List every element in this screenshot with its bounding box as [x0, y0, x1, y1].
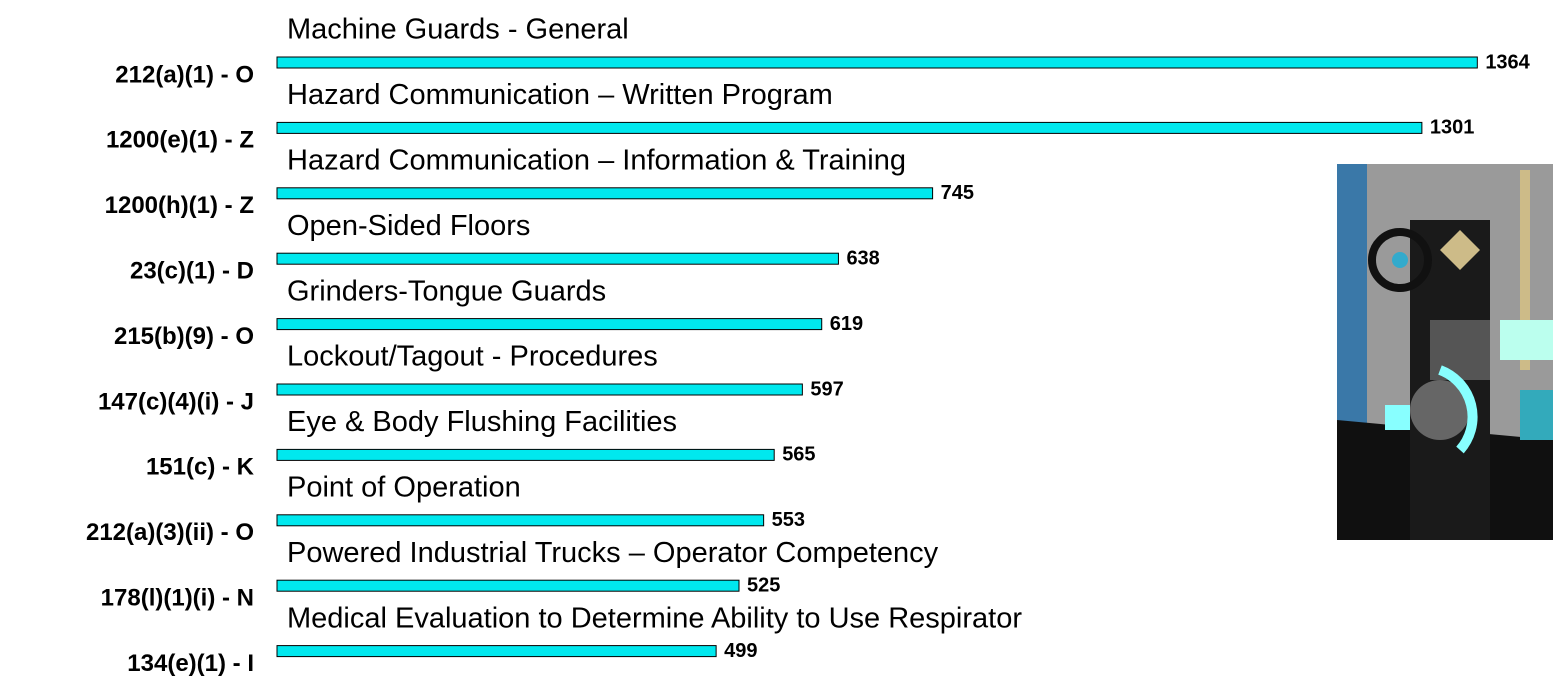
bar-description: Grinders-Tongue Guards — [287, 275, 606, 307]
category-label: 151(c) - K — [146, 454, 255, 481]
value-label: 499 — [724, 640, 757, 662]
bar-description: Medical Evaluation to Determine Ability … — [287, 602, 1022, 634]
category-label: 1200(e)(1) - Z — [106, 127, 254, 154]
bar — [276, 121, 1423, 134]
value-label: 1301 — [1430, 117, 1475, 139]
category-label: 23(c)(1) - D — [130, 258, 254, 285]
bar — [276, 514, 765, 527]
bar-description: Powered Industrial Trucks – Operator Com… — [287, 537, 939, 569]
value-label: 553 — [772, 509, 805, 531]
value-label: 565 — [782, 444, 815, 466]
category-label: 1200(h)(1) - Z — [105, 192, 254, 219]
category-label: 212(a)(3)(ii) - O — [86, 519, 254, 546]
bar-description: Lockout/Tagout - Procedures — [287, 341, 658, 373]
category-label: 147(c)(4)(i) - J — [98, 388, 254, 415]
bar — [276, 318, 823, 331]
value-label: 525 — [747, 574, 780, 596]
category-label: 178(l)(1)(i) - N — [101, 585, 254, 612]
bar — [276, 187, 934, 200]
bar — [276, 448, 775, 461]
bar-description: Open-Sided Floors — [287, 210, 530, 242]
value-label: 619 — [830, 313, 863, 335]
bar — [276, 645, 717, 658]
category-label: 134(e)(1) - I — [127, 650, 254, 677]
value-label: 1364 — [1485, 51, 1530, 73]
bar-description: Hazard Communication – Written Program — [287, 79, 833, 111]
bar — [276, 56, 1478, 69]
bar — [276, 383, 803, 396]
category-label: 215(b)(9) - O — [114, 323, 254, 350]
bar-description: Hazard Communication – Information & Tra… — [287, 144, 906, 176]
value-label: 745 — [941, 182, 974, 204]
bar — [276, 252, 839, 265]
value-label: 597 — [810, 378, 843, 400]
machine-illustration — [1337, 164, 1553, 540]
bar-description: Machine Guards - General — [287, 14, 629, 46]
category-label: 212(a)(1) - O — [115, 61, 254, 88]
bar-description: Eye & Body Flushing Facilities — [287, 406, 677, 438]
bar — [276, 579, 740, 592]
value-label: 638 — [846, 247, 879, 269]
bar-description: Point of Operation — [287, 471, 521, 503]
